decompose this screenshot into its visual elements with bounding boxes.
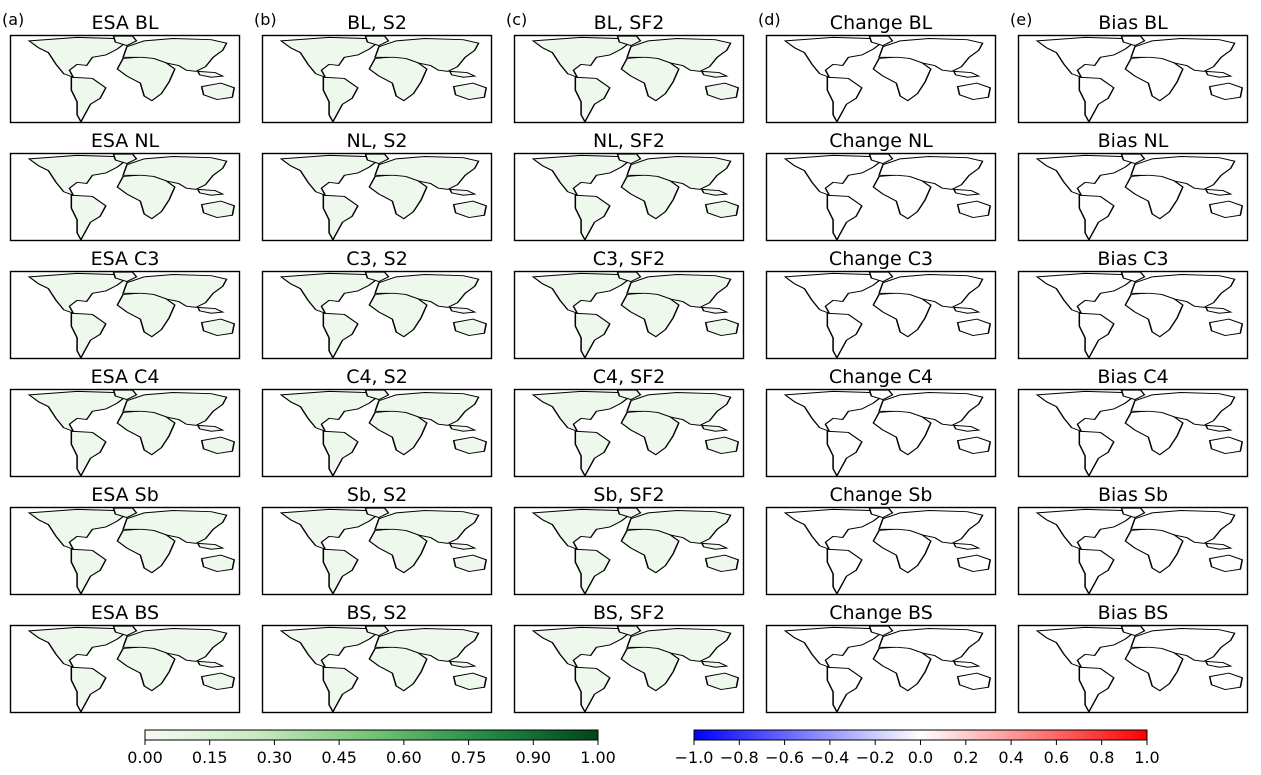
colorbar-tick-label: −0.2 (856, 748, 895, 767)
colorbar-tick-label: −1.0 (675, 748, 714, 767)
panel-title: C3, SF2 (593, 248, 666, 270)
colorbar-tick-label: 0.30 (257, 748, 293, 767)
map-panel: Sb, SF2 (513, 484, 745, 596)
map-panel: C3, S2 (261, 248, 493, 360)
panel-title: C3, S2 (346, 248, 408, 270)
panel-title: Change Sb (830, 484, 933, 506)
colorbar-tick-label: 0.60 (386, 748, 422, 767)
colorbar-tick-label: 0.0 (908, 748, 933, 767)
map-panel: Bias NL (1017, 130, 1249, 242)
panel-title: BL, SF2 (594, 12, 665, 34)
map-panel: ESA BL (9, 12, 241, 124)
map-panel: Change BS (765, 602, 997, 714)
panel-title: Bias BS (1098, 602, 1169, 624)
panel-title: Bias NL (1098, 130, 1169, 152)
colorbar-tick-label: 0.45 (321, 748, 357, 767)
colorbar-fraction: 0.00 0.15 0.30 0.45 0.60 0.75 0.90 1.00 (127, 729, 616, 767)
colorbar-tick-label: −0.4 (810, 748, 849, 767)
map-panel: C4, SF2 (513, 366, 745, 478)
map-panel: BL, SF2 (513, 12, 745, 124)
colorbar-difference: −1.0 −0.8 −0.6 −0.4 −0.2 0.0 0.2 0.4 0.6 0.8 1.0 (675, 729, 1160, 767)
panel-title: BL, S2 (347, 12, 407, 34)
colorbar-tick-label: 0.15 (192, 748, 228, 767)
panel-label: (c) (506, 10, 527, 29)
map-panel: Change BL (765, 12, 997, 124)
panel-title: C4, SF2 (593, 366, 666, 388)
colorbar-tick-label: 0.75 (451, 748, 487, 767)
panel-title: ESA Sb (91, 484, 159, 506)
panel-title: Sb, SF2 (593, 484, 664, 506)
map-panel: ESA BS (9, 602, 241, 714)
panel-title: ESA C4 (91, 366, 160, 388)
map-panel: ESA Sb (9, 484, 241, 596)
panel-label: (d) (758, 10, 781, 29)
colorbar-tick-label: 1.00 (580, 748, 616, 767)
panel-title: Bias Sb (1098, 484, 1168, 506)
colorbar-tick-label: 0.2 (953, 748, 978, 767)
colorbar-tick-label: −0.8 (720, 748, 759, 767)
map-panel: BS, S2 (261, 602, 493, 714)
panel-title: Sb, S2 (347, 484, 407, 506)
map-panel: NL, S2 (261, 130, 493, 242)
panel-title: C4, S2 (346, 366, 408, 388)
colorbar-tick-label: 0.4 (998, 748, 1023, 767)
panel-label: (e) (1010, 10, 1032, 29)
map-panel: Change NL (765, 130, 997, 242)
colorbar-tick-label: −0.6 (765, 748, 804, 767)
map-panel: Sb, S2 (261, 484, 493, 596)
panel-label: (b) (254, 10, 277, 29)
panel-title: BS, SF2 (593, 602, 665, 624)
panel-title: ESA BL (91, 12, 158, 34)
colorbar-tick-label: 0.90 (515, 748, 551, 767)
map-panel: ESA C4 (9, 366, 241, 478)
panel-title: Change C3 (829, 248, 933, 270)
panel-title: BS, S2 (347, 602, 408, 624)
panel-label: (a) (2, 10, 24, 29)
panel-title: Bias C4 (1097, 366, 1168, 388)
colorbar-tick-label: 0.00 (127, 748, 163, 767)
map-panel: Bias BL (1017, 12, 1249, 124)
panel-title: ESA BS (91, 602, 159, 624)
panel-title: Change BL (830, 12, 933, 34)
map-panel: Bias C4 (1017, 366, 1249, 478)
map-panel: C3, SF2 (513, 248, 745, 360)
panel-title: Bias BL (1098, 12, 1168, 34)
panel-title: ESA NL (91, 130, 160, 152)
panel-title: Bias C3 (1097, 248, 1168, 270)
map-panel: ESA C3 (9, 248, 241, 360)
map-panel: C4, S2 (261, 366, 493, 478)
panel-title: NL, S2 (346, 130, 407, 152)
panel-title: Change C4 (829, 366, 933, 388)
map-panel: Change C4 (765, 366, 997, 478)
colorbar-tick-label: 0.6 (1044, 748, 1069, 767)
panel-title: ESA C3 (91, 248, 160, 270)
panel-title: NL, SF2 (593, 130, 665, 152)
map-panel: Bias BS (1017, 602, 1249, 714)
map-panel: BL, S2 (261, 12, 493, 124)
map-panel: Change Sb (765, 484, 997, 596)
colorbar-tick-label: 0.8 (1089, 748, 1114, 767)
map-panel: Bias Sb (1017, 484, 1249, 596)
colorbar-tick-label: 1.0 (1134, 748, 1159, 767)
panel-title: Change NL (829, 130, 933, 152)
panel-title: Change BS (829, 602, 933, 624)
map-panel: BS, SF2 (513, 602, 745, 714)
map-panel: Bias C3 (1017, 248, 1249, 360)
map-panel: ESA NL (9, 130, 241, 242)
map-panel: Change C3 (765, 248, 997, 360)
map-panel: NL, SF2 (513, 130, 745, 242)
